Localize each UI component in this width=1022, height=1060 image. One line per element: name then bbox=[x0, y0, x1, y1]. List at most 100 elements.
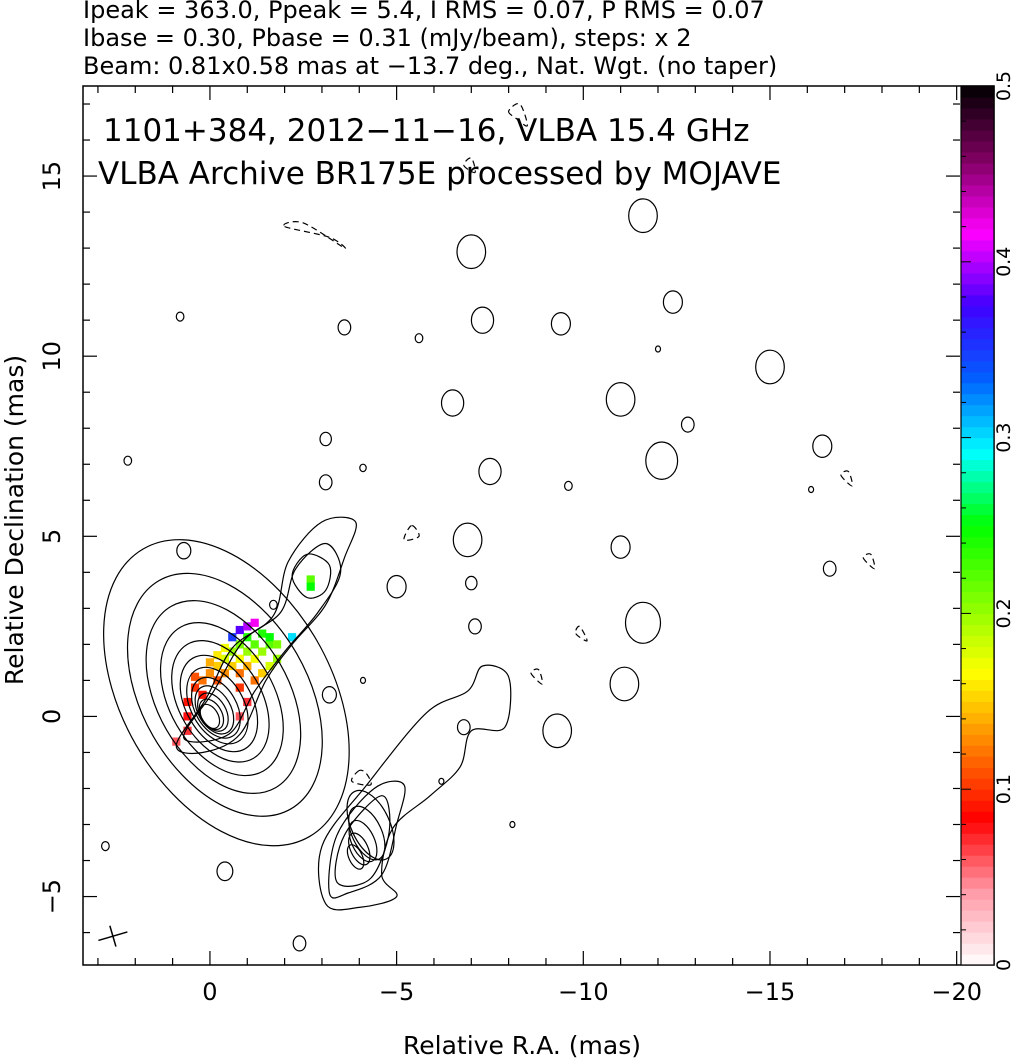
colorbar-tick-label: 0.2 bbox=[993, 598, 1015, 628]
core-contour bbox=[159, 622, 284, 777]
colorbar-segment bbox=[961, 492, 994, 505]
colorbar: 0 0.1 0.2 0.3 0.4 0.5 bbox=[960, 71, 1015, 971]
polarization-pixel bbox=[228, 661, 237, 671]
noise-contour bbox=[509, 820, 516, 829]
colorbar-segment bbox=[961, 580, 994, 593]
colorbar-segment bbox=[961, 250, 994, 263]
colorbar-segment bbox=[961, 866, 994, 878]
polarization-pixel bbox=[183, 726, 192, 735]
colorbar-segment bbox=[961, 525, 994, 538]
y-tick-label: 5 bbox=[38, 529, 66, 544]
colorbar-segment bbox=[961, 602, 994, 614]
noise-contour bbox=[123, 455, 133, 466]
colorbar-segment bbox=[961, 272, 994, 285]
colorbar-segment bbox=[961, 701, 994, 713]
colorbar-segment bbox=[961, 294, 994, 307]
polarization-pixel bbox=[243, 622, 252, 631]
colorbar-segment bbox=[961, 316, 994, 329]
polarization-pixel bbox=[250, 676, 259, 685]
colorbar-segment bbox=[961, 888, 994, 900]
colorbar-segment bbox=[961, 613, 994, 625]
core-contour bbox=[145, 600, 302, 794]
negative-contour bbox=[350, 769, 372, 786]
polarization-pixel bbox=[265, 633, 274, 642]
jet-contour bbox=[291, 553, 332, 599]
noise-contour bbox=[414, 333, 424, 344]
jet-lobe-contour bbox=[348, 832, 371, 866]
noise-contour bbox=[654, 345, 662, 353]
colorbar-segment bbox=[961, 833, 994, 845]
polarization-pixel bbox=[288, 633, 297, 642]
colorbar-segment bbox=[961, 503, 994, 516]
negative-contour bbox=[463, 157, 476, 174]
colorbar-segment bbox=[961, 822, 994, 834]
colorbar-segment bbox=[961, 756, 994, 768]
colorbar-segment bbox=[961, 470, 994, 483]
y-tick-label: 15 bbox=[38, 161, 66, 192]
x-tick-label: −15 bbox=[745, 978, 796, 1006]
colorbar-tick-label: 0.4 bbox=[993, 247, 1015, 277]
noise-contour bbox=[812, 434, 833, 458]
core-contour bbox=[126, 572, 323, 817]
colorbar-segment bbox=[961, 921, 994, 933]
x-tick-label: −20 bbox=[931, 978, 982, 1006]
noise-contour bbox=[464, 575, 478, 591]
colorbar-segment bbox=[961, 668, 994, 680]
jet-contour bbox=[328, 780, 406, 899]
colorbar-segment bbox=[961, 404, 994, 417]
polarization-pixel bbox=[306, 582, 315, 591]
polarization-pixel bbox=[258, 647, 267, 656]
polarization-pixel bbox=[243, 697, 252, 707]
negative-contour bbox=[507, 102, 528, 127]
colorbar-segment bbox=[961, 932, 994, 944]
plot-frame bbox=[82, 85, 995, 966]
polarization-pixel bbox=[213, 661, 222, 671]
axes: 0 −5 −10 −15 −20 −5 0 5 10 15 bbox=[38, 86, 995, 1006]
colorbar-segment bbox=[961, 338, 994, 351]
negative-contour bbox=[530, 668, 544, 685]
contour-layer bbox=[98, 102, 986, 952]
header-line-1: Ipeak = 363.0, Ppeak = 5.4, I RMS = 0.07… bbox=[83, 0, 765, 24]
colorbar-segment bbox=[961, 745, 994, 757]
jet-contour bbox=[334, 795, 391, 887]
colorbar-segment bbox=[961, 184, 994, 197]
colorbar-segment bbox=[961, 107, 994, 120]
noise-contour bbox=[386, 574, 407, 599]
colorbar-segment bbox=[961, 811, 994, 823]
colorbar-segment bbox=[961, 558, 994, 571]
noise-contour bbox=[359, 463, 367, 473]
colorbar-segment bbox=[961, 206, 994, 219]
core-contour bbox=[197, 692, 229, 732]
colorbar-segment bbox=[961, 459, 994, 472]
core-contour bbox=[171, 639, 270, 763]
noise-contour bbox=[456, 719, 471, 736]
colorbar-frame bbox=[960, 85, 995, 966]
polarization-pixel bbox=[250, 654, 259, 663]
colorbar-segment bbox=[961, 239, 994, 252]
noise-contour bbox=[176, 541, 192, 560]
core-contour bbox=[179, 654, 259, 753]
polarization-pixel bbox=[243, 647, 252, 656]
negative-contour bbox=[862, 553, 876, 570]
colorbar-segment bbox=[961, 360, 994, 373]
colorbar-segment bbox=[961, 305, 994, 318]
colorbar-segment bbox=[961, 657, 994, 669]
y-tick-label: 10 bbox=[38, 341, 66, 372]
noise-contour bbox=[319, 431, 332, 447]
negative-contour bbox=[574, 625, 588, 642]
colorbar-segment bbox=[961, 767, 994, 779]
colorbar-segment bbox=[961, 789, 994, 801]
core-contour bbox=[190, 676, 241, 739]
polarization-pixel bbox=[306, 575, 315, 584]
jet-contour bbox=[183, 542, 342, 743]
polarization-pixel bbox=[213, 651, 222, 660]
colorbar-segment bbox=[961, 283, 994, 296]
colorbar-segment bbox=[961, 569, 994, 582]
polarization-pixel bbox=[250, 618, 259, 627]
polarization-pixel bbox=[205, 669, 214, 678]
x-tick-label: −5 bbox=[379, 978, 414, 1006]
noise-contour bbox=[175, 311, 185, 322]
core-contour bbox=[194, 685, 235, 735]
colorbar-segment bbox=[961, 778, 994, 790]
polarization-pixel bbox=[172, 737, 181, 746]
